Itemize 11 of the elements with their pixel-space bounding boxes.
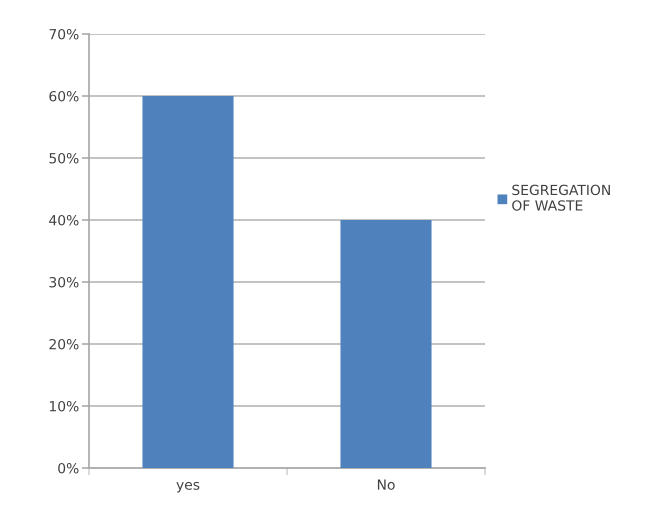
y-tick-label: 10% [50,400,79,412]
y-tick-label: 50% [49,152,79,164]
x-tick-label: yes [176,482,200,493]
y-tick-label: 0% [58,462,79,474]
y-tick-label: 20% [49,338,79,350]
x-tick-label: No [378,480,395,490]
legend-label: SEGREGATION OF WASTE [512,184,610,211]
y-tick-label: 40% [49,214,79,226]
y-tick-label: 70% [50,28,79,40]
y-tick-label: 60% [49,90,79,102]
y-tick-label: 30% [49,276,79,288]
